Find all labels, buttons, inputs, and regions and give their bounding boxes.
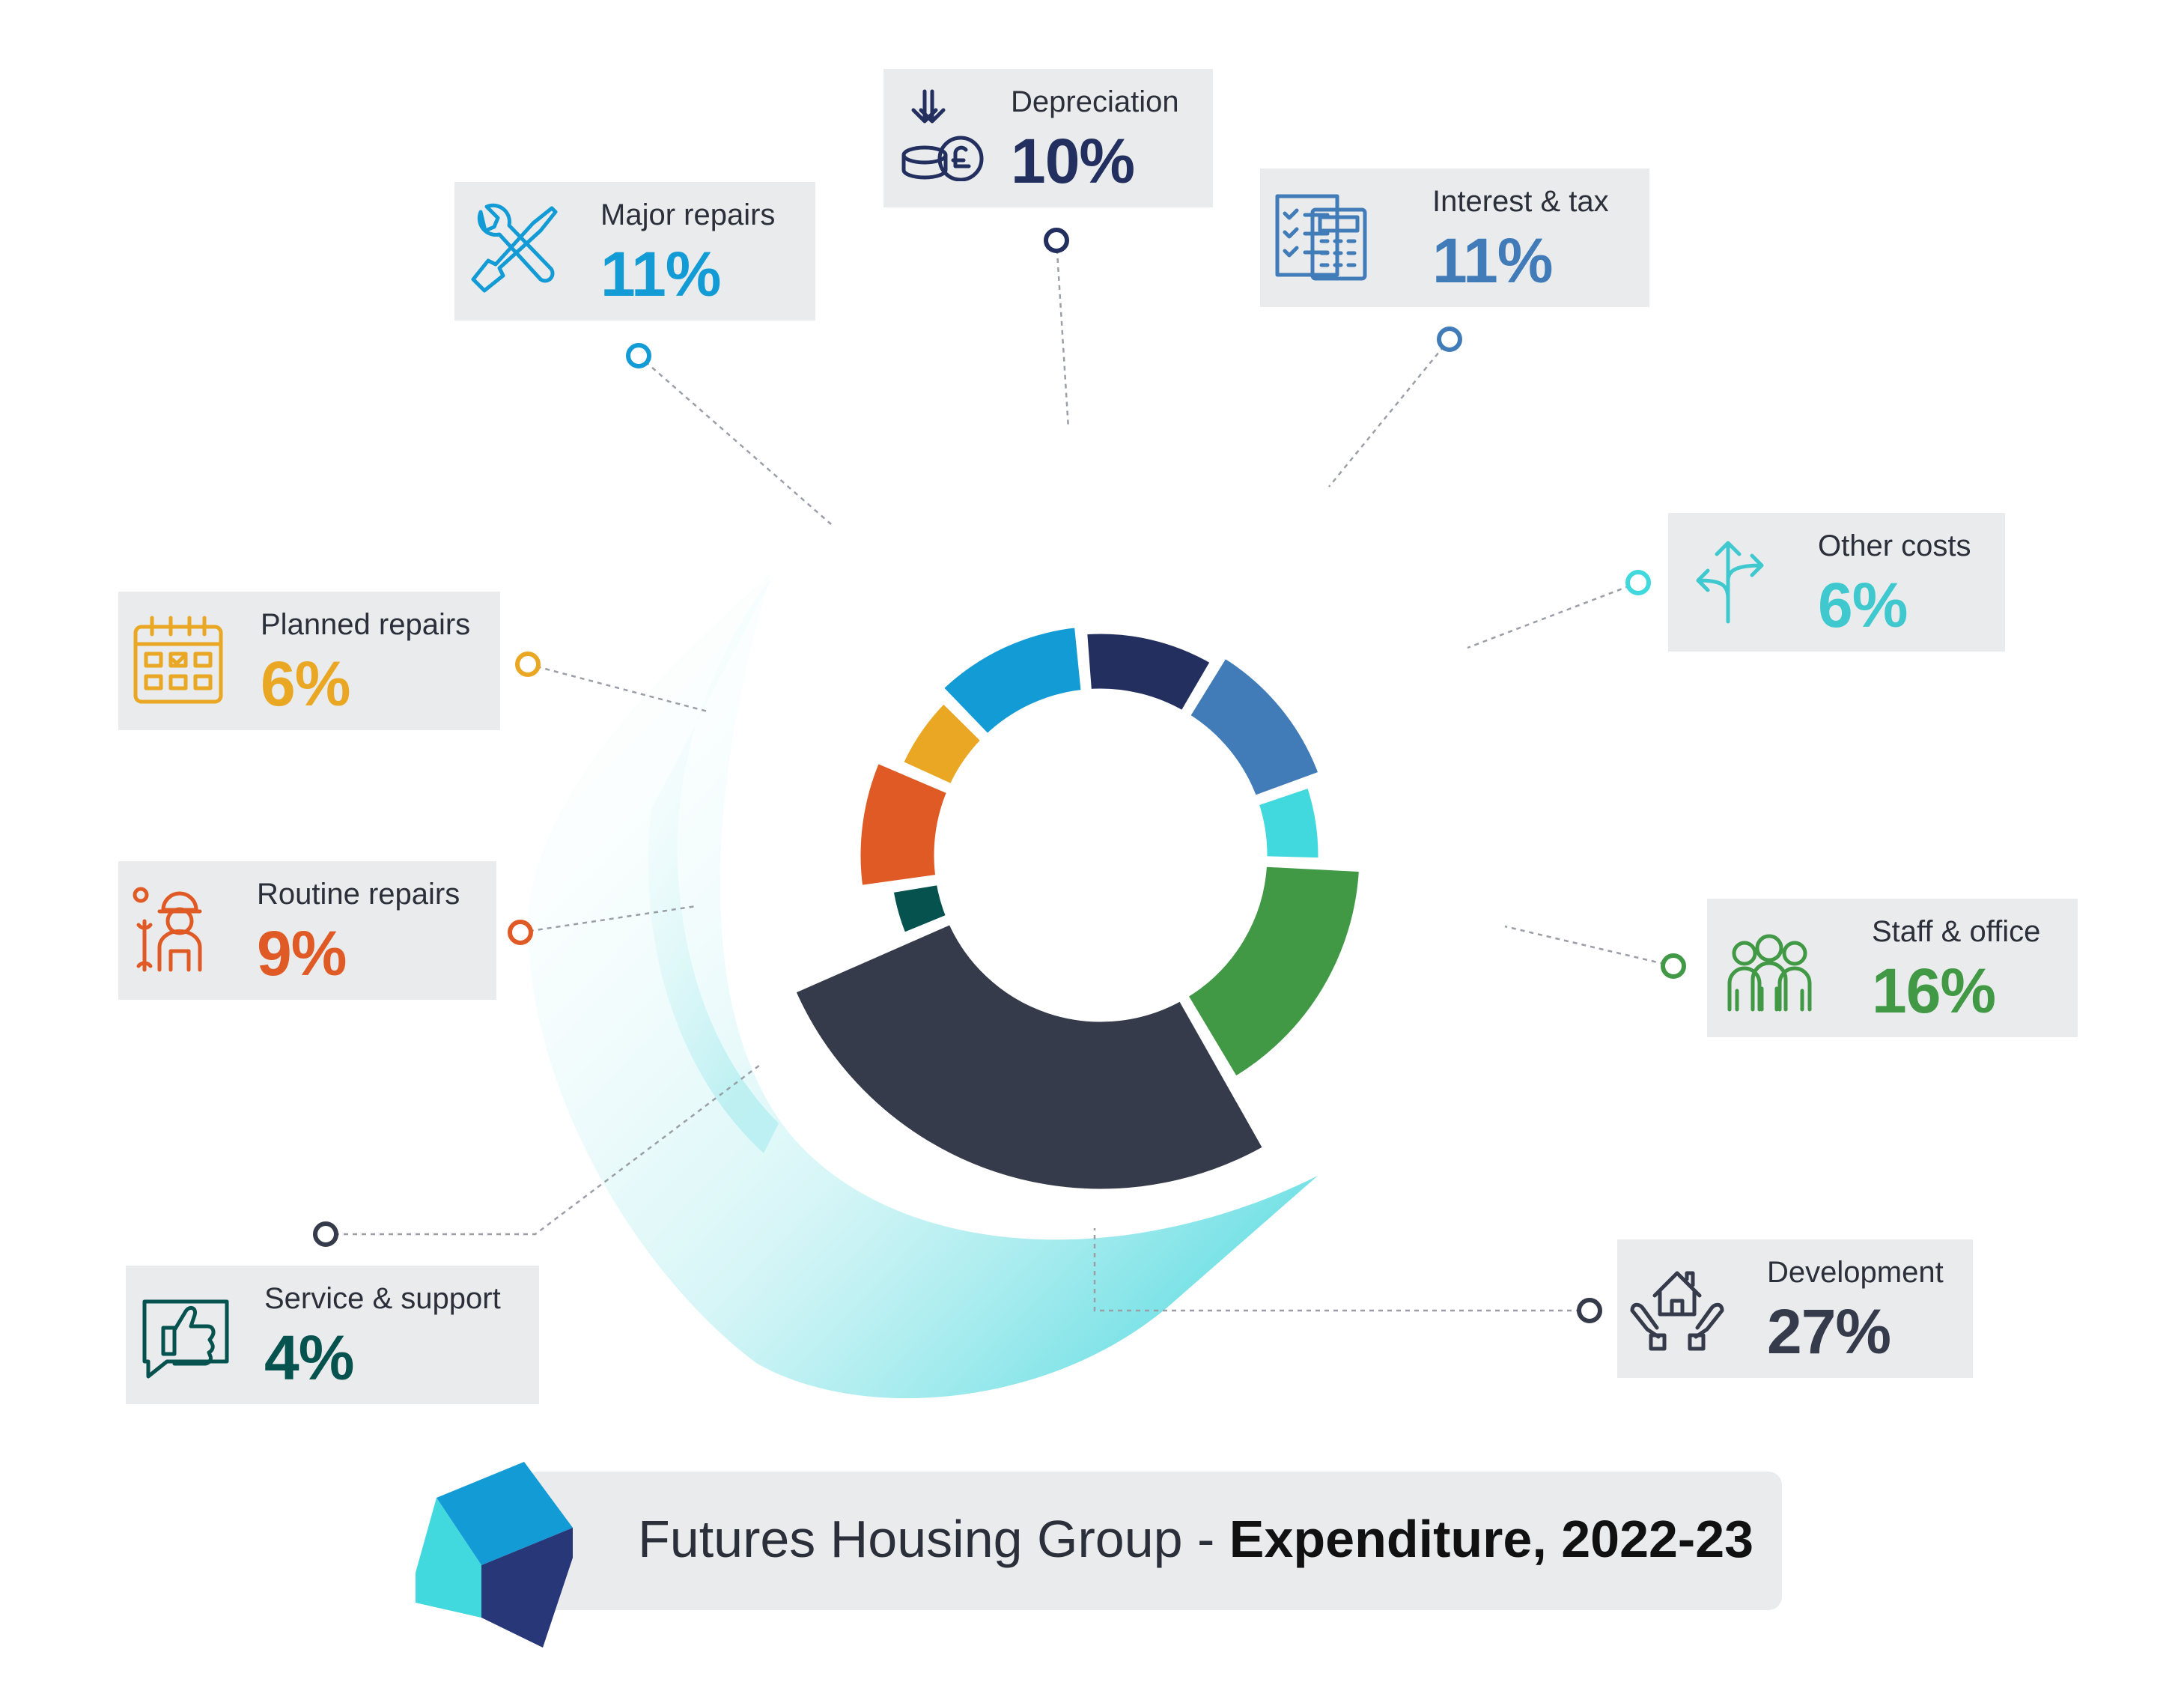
label-card-major-repairs: Major repairs 11% [454, 182, 815, 321]
category-label: Development [1767, 1256, 1944, 1289]
connector-dot-staff-and-office [1661, 953, 1686, 979]
staff-group-icon [1718, 920, 1816, 1017]
connector-dot-other-costs [1625, 570, 1651, 595]
house-hands-icon [1628, 1254, 1726, 1352]
category-label: Routine repairs [257, 878, 460, 911]
category-label: Planned repairs [261, 608, 471, 641]
connector-dot-major-repairs [626, 343, 651, 368]
category-label: Depreciation [1011, 85, 1179, 118]
chart-title: Futures Housing Group - Expenditure, 202… [638, 1509, 1753, 1569]
slice-depreciation [1080, 627, 1217, 718]
category-label: Major repairs [600, 198, 776, 231]
slice-interest-and-tax [1183, 651, 1326, 803]
slice-other-costs [1251, 780, 1325, 865]
coins-pound-icon [895, 84, 992, 182]
percent-label: 27% [1767, 1296, 1891, 1367]
connector-major-repairs [638, 355, 832, 525]
percent-label: 10% [1011, 126, 1135, 196]
connector-dot-service-and-support [313, 1221, 338, 1247]
worker-icon [130, 880, 227, 977]
connector-dot-planned-repairs [515, 652, 541, 677]
chart-title-bold: Expenditure, 2022-23 [1229, 1510, 1754, 1568]
connector-interest-and-tax [1328, 338, 1450, 488]
connector-planned-repairs [527, 663, 708, 713]
label-card-staff-and-office: Staff & office 16% [1707, 899, 2078, 1037]
direction-arrows-icon [1679, 528, 1777, 625]
percent-label: 11% [600, 239, 721, 309]
thumbs-up-icon [137, 1287, 234, 1384]
percent-label: 11% [1432, 225, 1553, 296]
calendar-icon [130, 610, 227, 708]
slice-planned-repairs [896, 696, 988, 792]
category-label: Other costs [1818, 529, 1971, 562]
title-bar [524, 1472, 1782, 1610]
category-label: Service & support [264, 1282, 501, 1315]
label-card-service-and-support: Service & support 4% [126, 1266, 539, 1404]
donut-hole [940, 695, 1261, 1015]
percent-label: 16% [1872, 956, 1996, 1026]
slice-major-repairs [936, 621, 1088, 741]
slice-development [788, 917, 1271, 1196]
connector-other-costs [1467, 581, 1639, 649]
chart-shadow-tail [527, 573, 1318, 1399]
connector-staff-and-office [1504, 925, 1674, 968]
connector-depreciation [1055, 240, 1070, 429]
slice-routine-repairs [854, 756, 954, 893]
category-label: Interest & tax [1432, 185, 1609, 218]
percent-label: 6% [261, 649, 350, 719]
label-card-other-costs: Other costs 6% [1668, 513, 2005, 652]
label-card-planned-repairs: Planned repairs 6% [118, 592, 500, 730]
label-card-routine-repairs: Routine repairs 9% [118, 861, 496, 1000]
percent-label: 4% [264, 1323, 354, 1393]
category-label: Staff & office [1872, 915, 2041, 948]
chart-title-prefix: Futures Housing Group - [638, 1510, 1229, 1568]
logo-cube-icon [416, 1462, 573, 1648]
percent-label: 6% [1818, 570, 1908, 640]
slice-service-and-support [886, 878, 953, 940]
connector-routine-repairs [520, 905, 697, 934]
connector-dot-development [1577, 1298, 1602, 1323]
connector-dot-routine-repairs [508, 920, 533, 945]
slice-staff-and-office [1181, 860, 1366, 1084]
label-card-interest-and-tax: Interest & tax 11% [1260, 168, 1649, 307]
label-card-depreciation: Depreciation 10% [883, 69, 1213, 207]
connector-dot-depreciation [1044, 228, 1069, 253]
label-card-development: Development 27% [1617, 1239, 1973, 1378]
connector-development [1093, 1228, 1590, 1312]
wrench-screwdriver-icon [466, 201, 563, 298]
chart-shadow-tail-soft [648, 573, 779, 1153]
connector-service-and-support [326, 1064, 761, 1236]
connector-dot-interest-and-tax [1437, 327, 1462, 352]
calculator-checklist-icon [1271, 187, 1369, 285]
percent-label: 9% [257, 918, 347, 989]
